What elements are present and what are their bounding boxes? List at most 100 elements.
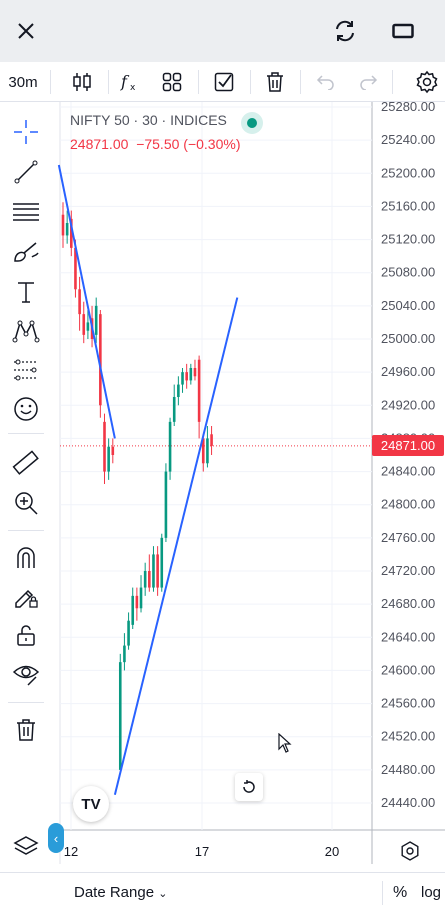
drawing-toolbar bbox=[0, 102, 52, 862]
tools-divider bbox=[8, 433, 44, 434]
refresh-icon[interactable] bbox=[331, 17, 359, 45]
toolbar-divider bbox=[392, 70, 393, 94]
price-tick-label: 24920.00 bbox=[381, 397, 435, 412]
candle-body bbox=[206, 438, 209, 464]
magnet-icon[interactable] bbox=[9, 542, 43, 572]
date-range-label: Date Range bbox=[74, 884, 155, 901]
chart-legend: NIFTY 50 · 30 · INDICES 24871.00 −75.50 … bbox=[70, 112, 240, 152]
market-status-icon[interactable] bbox=[241, 112, 263, 134]
symbol-label[interactable]: NIFTY 50 · 30 · INDICES bbox=[70, 112, 227, 128]
interval-label: 30m bbox=[8, 73, 38, 91]
percent-scale-button[interactable]: % bbox=[393, 884, 408, 901]
unlock-icon[interactable] bbox=[9, 620, 43, 650]
price-tick-label: 24600.00 bbox=[381, 662, 435, 677]
brush-icon[interactable] bbox=[9, 237, 43, 267]
toolbar-divider bbox=[250, 70, 251, 94]
candle-body bbox=[82, 314, 86, 335]
price-tick-label: 25040.00 bbox=[381, 298, 435, 313]
price-tick-label: 25120.00 bbox=[381, 232, 435, 247]
tools-divider bbox=[8, 530, 44, 531]
candle-body bbox=[139, 587, 143, 609]
candle-body bbox=[103, 421, 106, 472]
candle-body bbox=[99, 314, 102, 406]
candle-body bbox=[156, 554, 159, 588]
time-tick-label: 20 bbox=[325, 844, 339, 859]
candle-body bbox=[94, 305, 98, 335]
layers-icon[interactable] bbox=[9, 832, 43, 862]
candle-body bbox=[118, 662, 122, 770]
price-tick-label: 25240.00 bbox=[381, 132, 435, 147]
current-price-badge: 24871.00 bbox=[372, 435, 444, 456]
collapse-toolbar-button[interactable]: ‹ bbox=[48, 823, 64, 853]
ruler-icon[interactable] bbox=[9, 448, 43, 478]
candle-body bbox=[160, 537, 164, 588]
toolbar-divider bbox=[50, 70, 51, 94]
price-change-label: −75.50 (−0.30%) bbox=[136, 136, 241, 152]
tools-divider bbox=[8, 702, 44, 703]
checkbox-icon[interactable] bbox=[210, 68, 238, 96]
toolbar-divider bbox=[300, 70, 301, 94]
candle-body bbox=[181, 372, 184, 385]
candle-body bbox=[107, 446, 110, 472]
chevron-down-icon: ⌄ bbox=[158, 888, 168, 900]
pattern-icon[interactable] bbox=[9, 316, 43, 346]
eye-icon[interactable] bbox=[9, 659, 43, 689]
trend-line bbox=[113, 297, 239, 795]
price-tick-label: 24720.00 bbox=[381, 563, 435, 578]
candle-body bbox=[177, 384, 180, 397]
price-tick-label: 24480.00 bbox=[381, 762, 435, 777]
interval-button[interactable]: 30m bbox=[6, 68, 40, 96]
emoji-icon[interactable] bbox=[9, 394, 43, 424]
bottom-divider bbox=[382, 881, 383, 905]
time-tick-label: 17 bbox=[195, 844, 209, 859]
time-tick-label: 12 bbox=[64, 844, 78, 859]
remove-drawings-icon[interactable] bbox=[9, 715, 43, 745]
log-scale-button[interactable]: log bbox=[421, 884, 442, 901]
date-range-button[interactable]: Date Range ⌄ bbox=[74, 884, 167, 901]
price-tick-label: 24680.00 bbox=[381, 596, 435, 611]
candles-icon[interactable] bbox=[68, 68, 96, 96]
undo-icon[interactable] bbox=[312, 68, 340, 96]
tradingview-logo[interactable]: TV bbox=[73, 786, 109, 822]
price-tick-label: 25080.00 bbox=[381, 265, 435, 280]
candle-body bbox=[189, 368, 193, 381]
zoom-in-icon[interactable] bbox=[9, 488, 43, 518]
candle-body bbox=[70, 218, 73, 248]
redo-icon[interactable] bbox=[354, 68, 382, 96]
trend-line-icon[interactable] bbox=[9, 157, 43, 187]
candle-body bbox=[86, 322, 90, 331]
settings-icon[interactable] bbox=[413, 68, 441, 96]
candle-body bbox=[201, 438, 205, 464]
candle-body bbox=[135, 595, 139, 609]
top-bar bbox=[0, 0, 445, 62]
candle-body bbox=[61, 214, 65, 236]
templates-icon[interactable] bbox=[158, 68, 186, 96]
candle-body bbox=[197, 359, 201, 422]
candle-body bbox=[148, 571, 151, 588]
fib-retracement-icon[interactable] bbox=[9, 197, 43, 227]
price-tick-label: 24560.00 bbox=[381, 696, 435, 711]
crosshair-icon[interactable] bbox=[9, 117, 43, 147]
lock-drawing-icon[interactable] bbox=[9, 581, 43, 611]
reset-chart-button[interactable] bbox=[235, 773, 263, 801]
trash-icon[interactable] bbox=[261, 68, 289, 96]
price-tick-label: 25160.00 bbox=[381, 198, 435, 213]
mouse-cursor-icon bbox=[278, 733, 292, 753]
reset-icon bbox=[243, 780, 255, 793]
axis-settings-icon[interactable] bbox=[399, 840, 421, 862]
candle-body bbox=[78, 289, 81, 315]
candle-body bbox=[164, 471, 168, 538]
text-tool-icon[interactable] bbox=[9, 277, 43, 307]
price-tick-label: 25000.00 bbox=[381, 331, 435, 346]
close-icon[interactable] bbox=[12, 17, 40, 45]
price-tick-label: 25200.00 bbox=[381, 165, 435, 180]
candle-body bbox=[123, 645, 126, 663]
fullscreen-icon[interactable] bbox=[389, 17, 417, 45]
price-tick-label: 24840.00 bbox=[381, 464, 435, 479]
candle-body bbox=[172, 397, 176, 422]
price-tick-label: 24960.00 bbox=[381, 364, 435, 379]
candle-body bbox=[185, 372, 188, 381]
prediction-measure-icon[interactable] bbox=[9, 355, 43, 385]
candle-body bbox=[143, 571, 147, 588]
